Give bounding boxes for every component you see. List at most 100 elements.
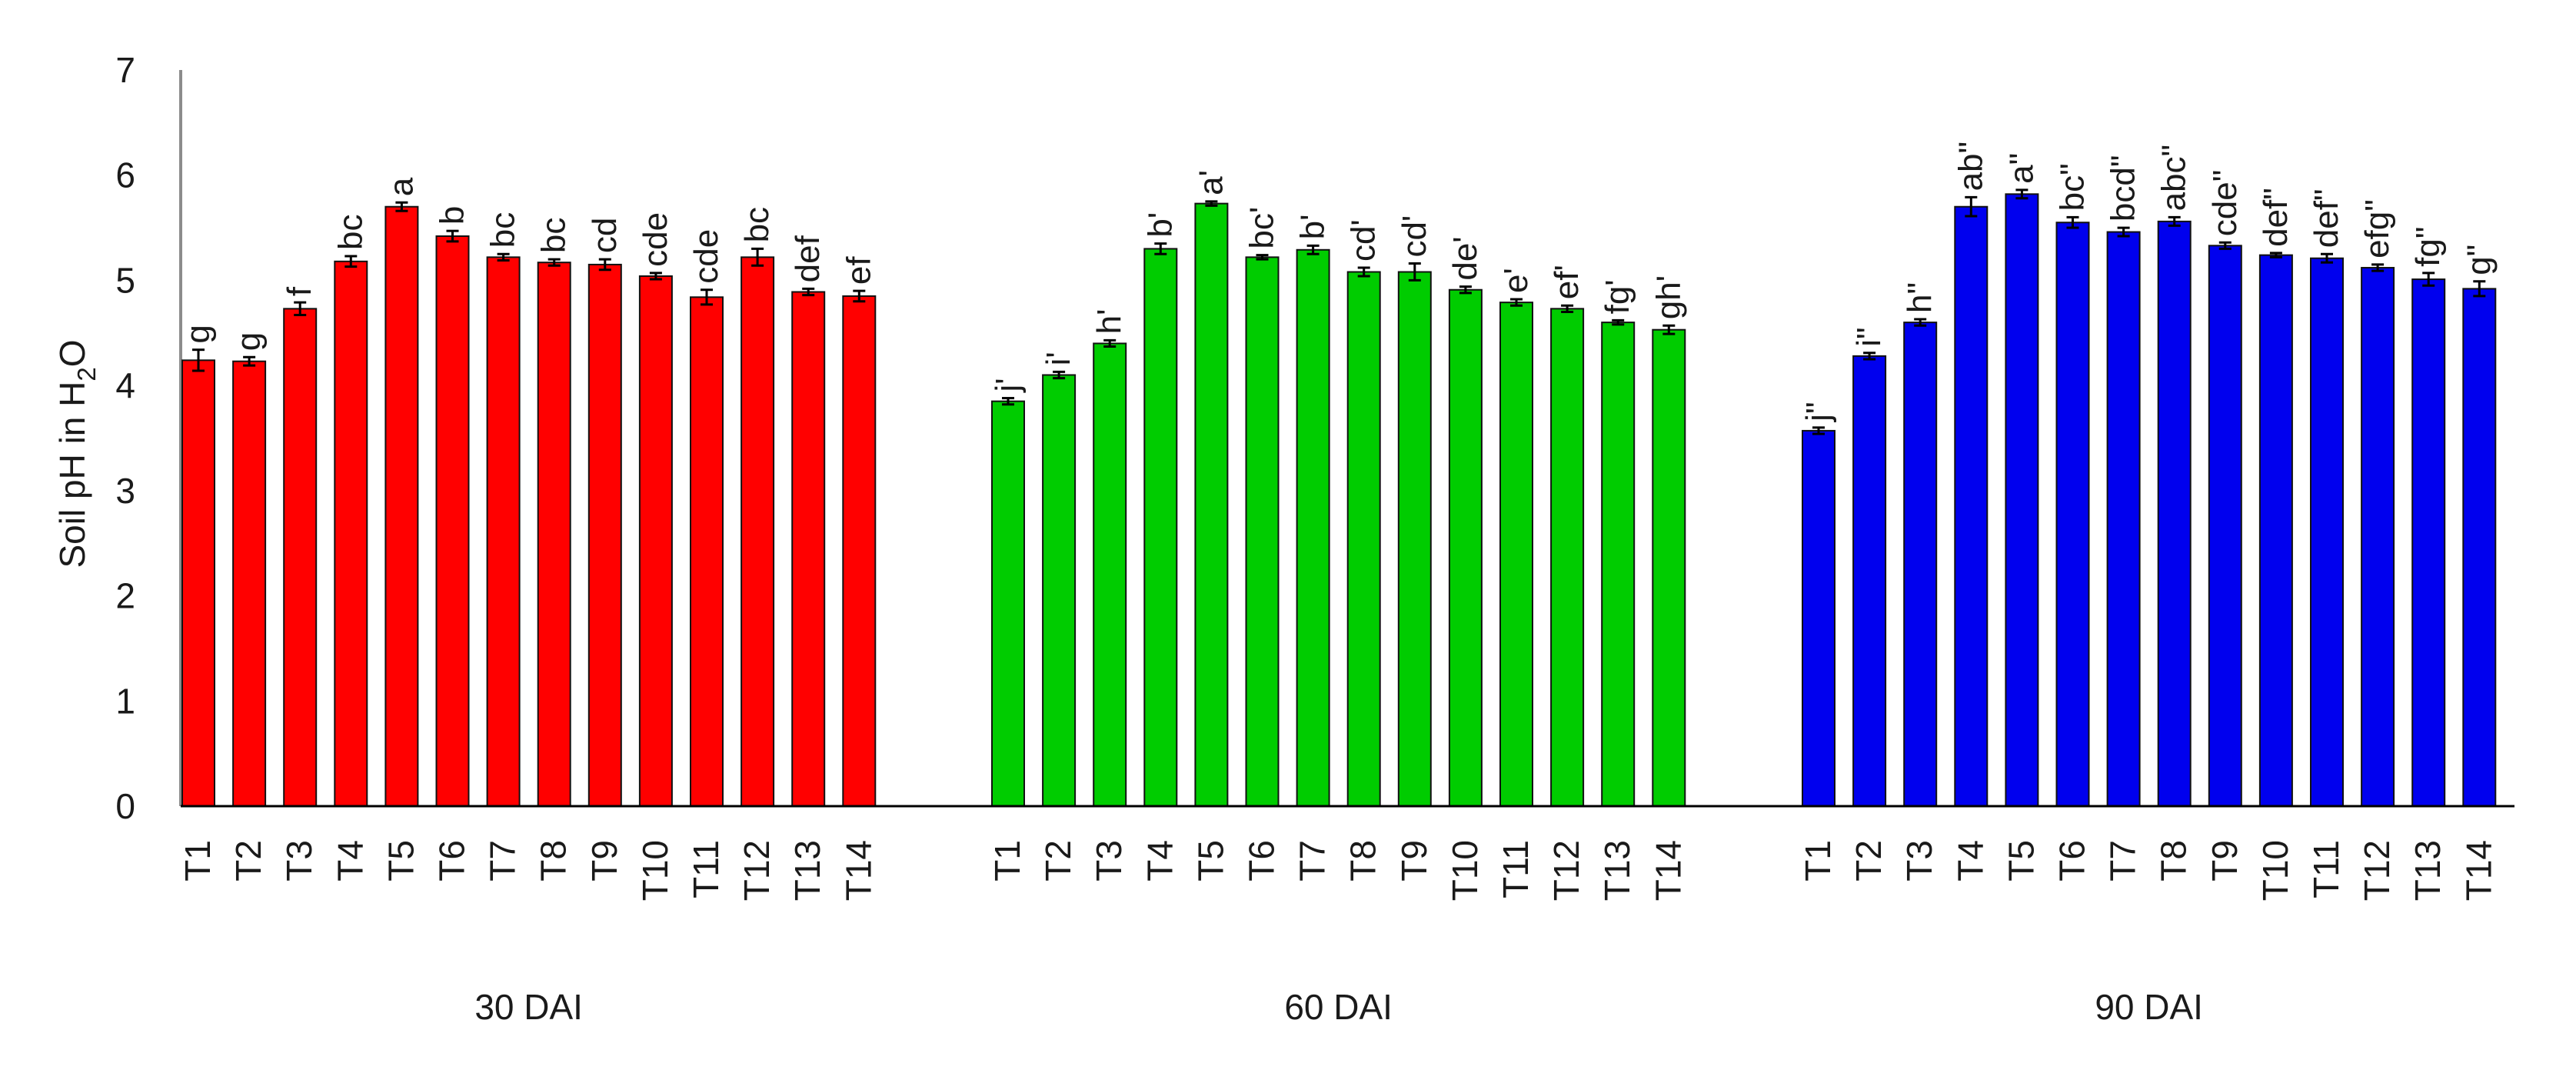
x-tick-label: T12 [737,840,777,901]
y-axis-title-subscript: 2 [72,367,101,381]
x-tick-label: T11 [686,840,726,898]
x-tick-label: T8 [2154,840,2194,882]
bar [1042,374,1077,807]
significance-label: fg' [1599,279,1636,314]
x-tick-label: T6 [1242,840,1282,882]
significance-label: g [179,325,217,343]
significance-label: h' [1090,308,1128,334]
significance-label: de' [1446,236,1484,280]
group-label: 60 DAI [1284,987,1393,1027]
bar [2208,245,2242,807]
significance-label: h" [1901,282,1939,313]
bar [1448,288,1483,807]
significance-label: g" [2460,245,2498,275]
y-tick-label: 7 [115,50,135,90]
bar [842,295,877,807]
bar [2106,231,2141,808]
bar [1802,429,1835,807]
x-tick-label: T11 [1496,840,1536,898]
x-tick-label: T8 [1343,840,1383,882]
x-tick-label: T4 [330,840,370,882]
x-tick-label: T8 [534,840,574,882]
bar [2411,278,2446,808]
x-tick-label: T10 [635,840,675,901]
significance-label: gh' [1649,275,1687,319]
y-axis-title-part-1: Soil pH in H [52,382,92,568]
y-tick-label: 0 [115,786,135,826]
significance-label: cd' [1345,219,1383,262]
y-tick-label: 4 [115,365,135,405]
x-tick-label: T9 [1394,840,1434,882]
bar [991,400,1025,807]
significance-label: bc" [2054,163,2092,211]
bar [1245,256,1280,807]
significance-label: efg" [2358,199,2396,258]
bar [181,359,215,807]
x-tick-label: T5 [381,840,421,882]
significance-label: bc' [1243,207,1281,249]
x-tick-label: T13 [1597,840,1637,901]
x-tick-label: T2 [228,840,268,882]
significance-label: def" [2308,188,2345,248]
significance-label: cd [586,218,624,253]
x-tick-label: T3 [1089,840,1129,882]
bar [2258,254,2293,808]
significance-label: bc [535,218,573,253]
y-tick-label: 2 [115,576,135,616]
bar [2310,257,2344,807]
y-axis: 0 1 2 3 4 5 6 7 [115,50,182,826]
significance-label: cde" [2206,170,2244,237]
x-tick-label: T2 [1849,840,1889,882]
bar [2361,267,2395,808]
bar [334,260,368,807]
x-tick-label: T12 [2357,840,2397,901]
significance-label: a [382,177,420,196]
x-tick-label: T1 [987,840,1027,882]
significance-label: ef' [1548,265,1586,299]
x-tick-label: T7 [483,840,523,882]
y-tick-label: 6 [115,155,135,195]
significance-label: ef [840,256,877,285]
x-tick-label: T13 [787,840,827,901]
significance-label: def" [2257,188,2295,247]
significance-label: i" [1850,327,1888,346]
group-label: 30 DAI [474,987,583,1027]
significance-label: b [434,206,471,225]
significance-label: b' [1294,214,1332,239]
x-tick-label: T13 [2408,840,2448,901]
bar [690,296,724,807]
significance-label: def [789,235,827,282]
significance-label: bc [331,214,369,249]
x-tick-label: T4 [1140,840,1180,882]
group-label: 90 DAI [2095,987,2203,1027]
y-tick-label: 5 [115,260,135,300]
bar [232,360,267,808]
significance-label: bcd" [2105,155,2142,222]
significance-label: bc [738,207,776,242]
x-tick-label: T14 [2458,840,2498,901]
x-tick-label: T7 [1293,840,1333,882]
bar [1903,322,1938,808]
bar [791,291,826,807]
y-tick-label: 3 [115,471,135,511]
significance-label: g [230,332,268,351]
bar [384,205,419,807]
x-tick-label: T3 [1899,840,1939,882]
significance-label: b' [1141,212,1179,238]
x-tick-label: T11 [2306,840,2346,898]
x-tick-label: T10 [1445,840,1485,901]
bar [741,256,775,807]
x-tick-label: T10 [2255,840,2295,901]
bar [537,262,571,807]
x-tick-label: T4 [1950,840,1990,882]
bar [1652,328,1686,808]
y-axis-title-part-2: O [52,339,92,367]
bar [1601,322,1636,808]
significance-label: ab" [1952,142,1989,192]
x-tick-label: T14 [1648,840,1688,901]
significance-label: e' [1497,268,1535,293]
x-tick-label: T14 [838,840,878,901]
